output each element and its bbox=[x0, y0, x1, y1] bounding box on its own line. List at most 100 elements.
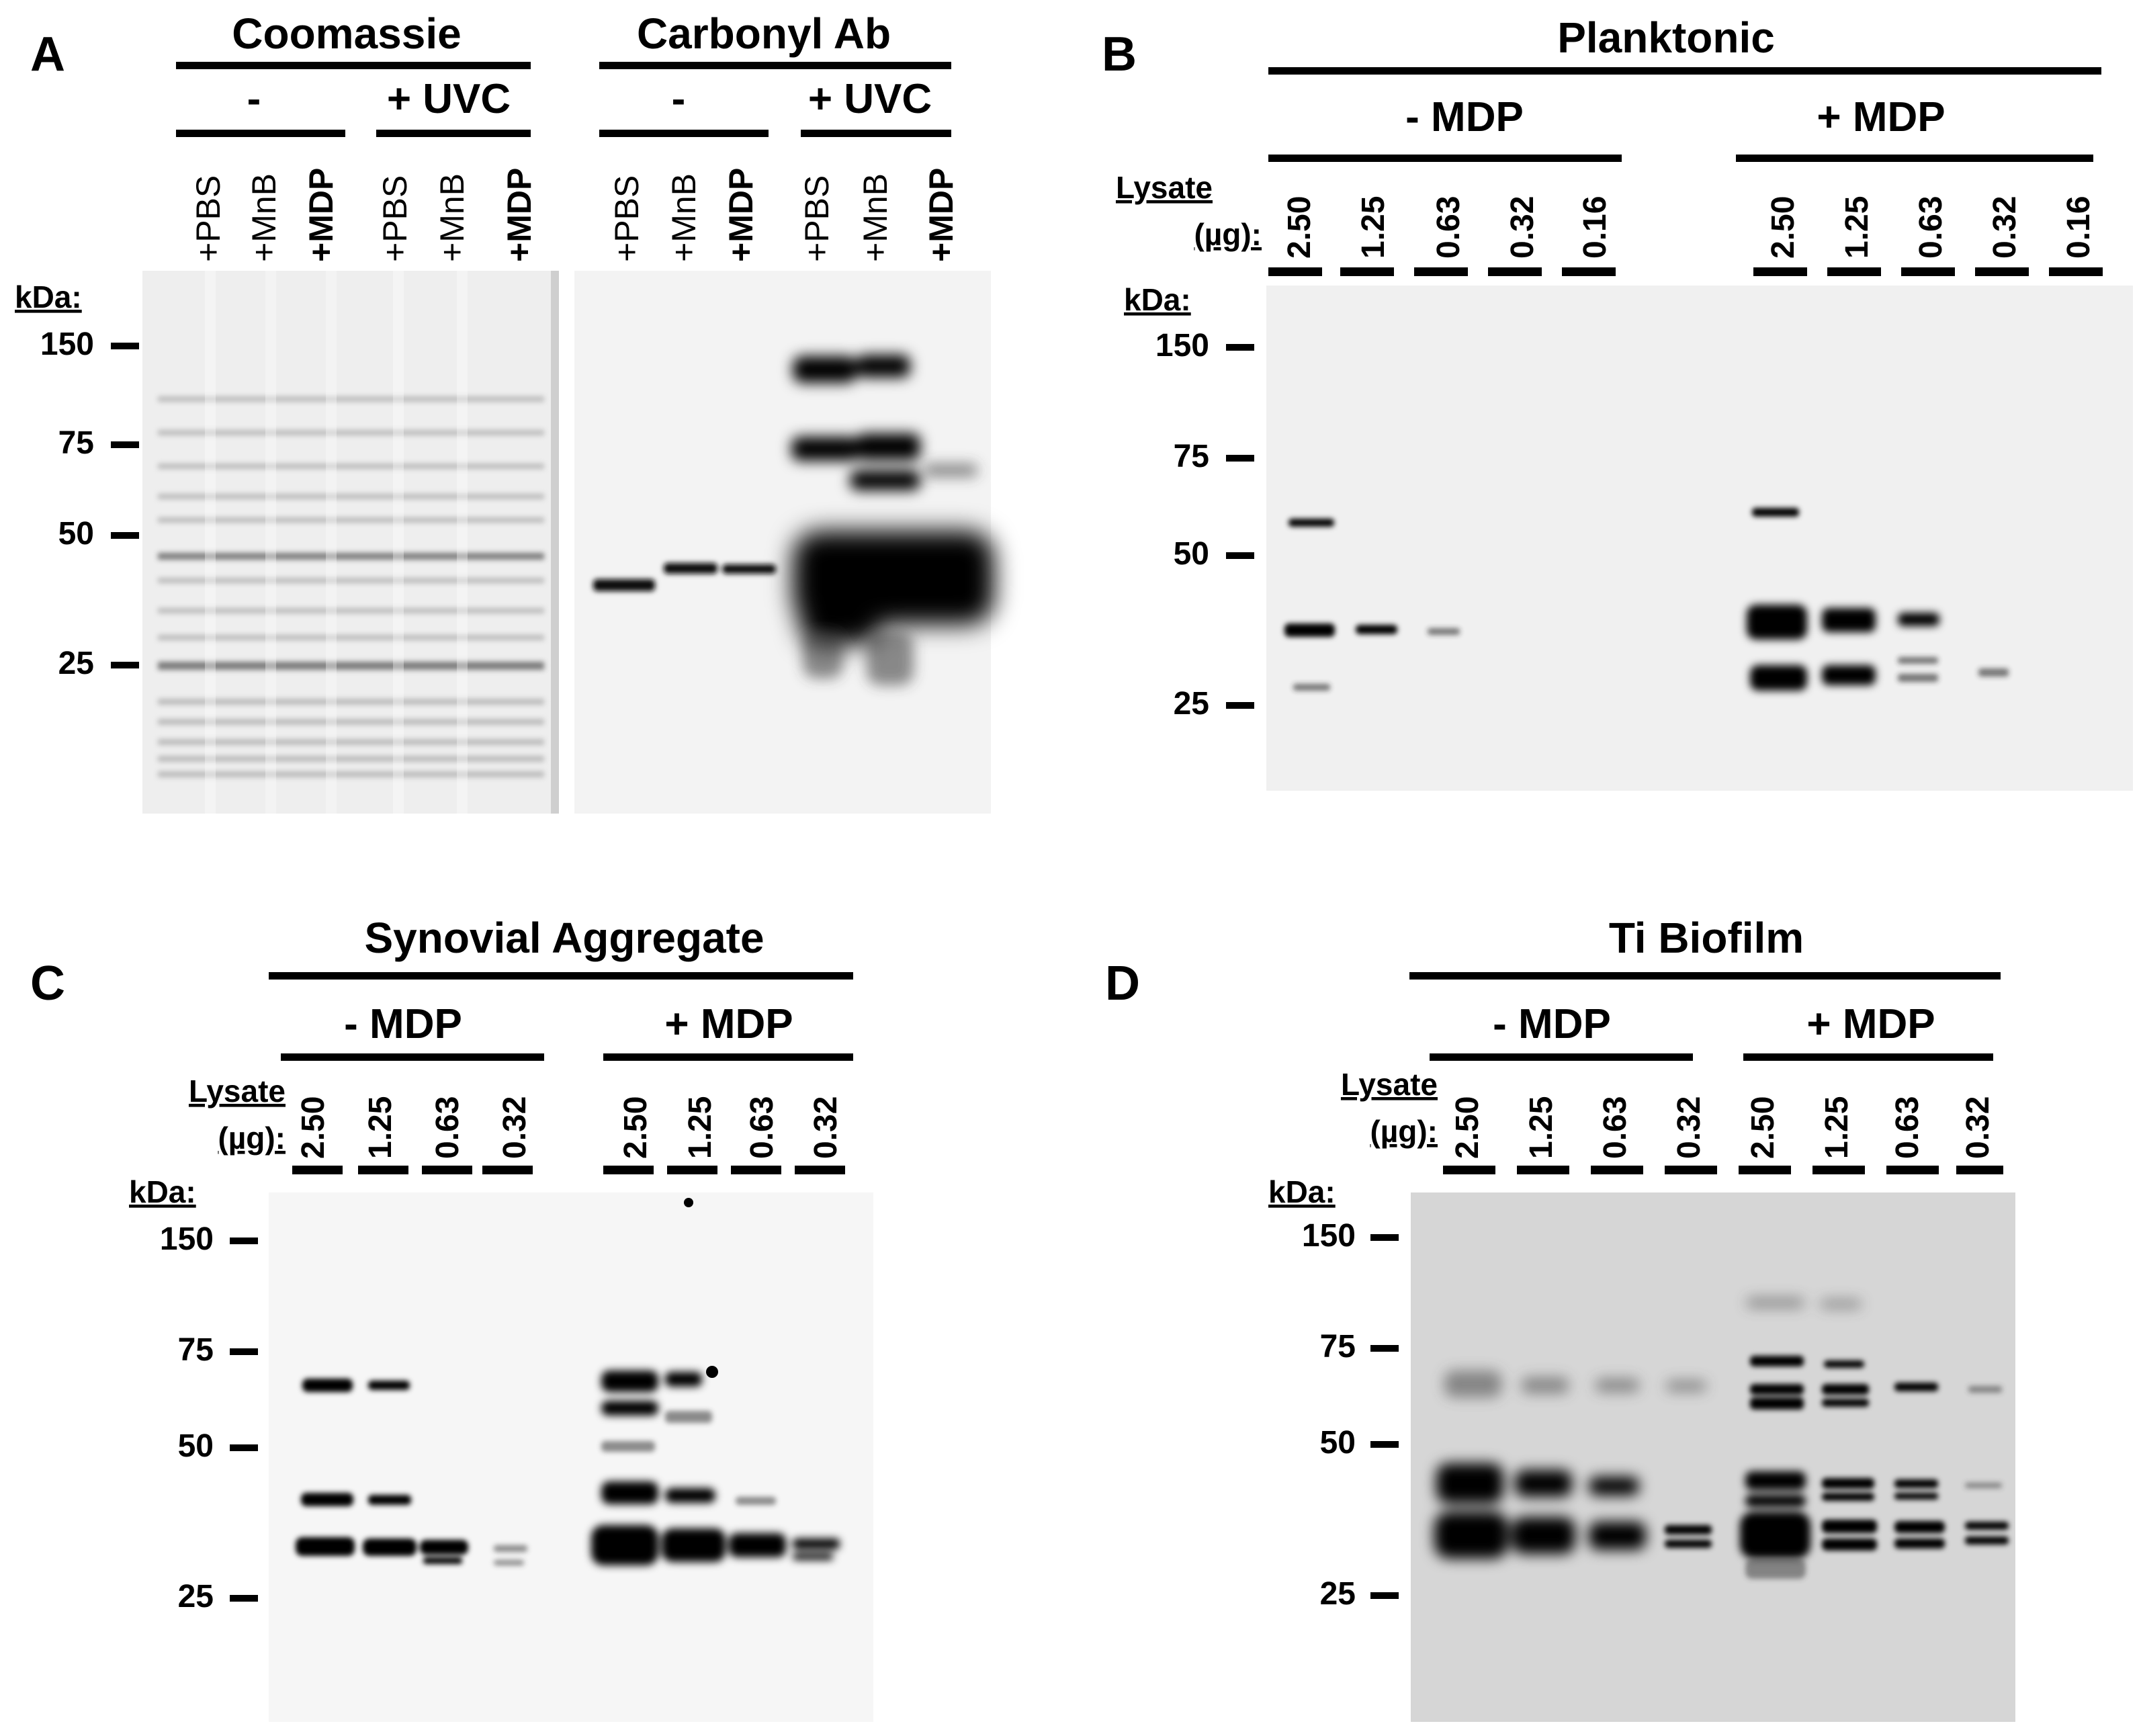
lane-label: 1.25 bbox=[1819, 1096, 1855, 1159]
lane-label: +MnB bbox=[433, 173, 471, 262]
mw-marker-label: 150 bbox=[160, 1221, 214, 1257]
mw-marker-label: 25 bbox=[178, 1579, 214, 1614]
blot-title: Coomassie bbox=[232, 9, 461, 58]
group-bar bbox=[176, 130, 345, 137]
blot-title: Carbonyl Ab bbox=[637, 9, 891, 58]
lane-label: +MnB bbox=[665, 173, 703, 262]
panel-a: A Coomassie - + UVC +PBS +MnB +MDP +PBS … bbox=[15, 9, 994, 814]
lane-label: 2.50 bbox=[1745, 1096, 1781, 1159]
mw-tick bbox=[1370, 1345, 1399, 1352]
mw-marker-label: 150 bbox=[1155, 328, 1209, 363]
mw-tick bbox=[1370, 1592, 1399, 1599]
lysate-label: Lysate bbox=[1116, 170, 1213, 205]
lane-label: 0.63 bbox=[744, 1096, 780, 1159]
mw-marker-label: 50 bbox=[1320, 1425, 1356, 1461]
lane-label: +MDP bbox=[922, 168, 960, 262]
mw-marker-label: 150 bbox=[40, 327, 94, 362]
mw-tick bbox=[1226, 702, 1254, 709]
mw-marker-label: 150 bbox=[1302, 1218, 1356, 1254]
lane-label: 0.16 bbox=[1577, 196, 1613, 259]
panel-label: C bbox=[30, 957, 65, 1010]
mw-tick bbox=[111, 343, 139, 349]
title-bar bbox=[176, 62, 531, 69]
group-label: - MDP bbox=[344, 1001, 462, 1047]
group-bar bbox=[376, 130, 531, 137]
group-bar bbox=[281, 1053, 544, 1061]
lane-label: 0.32 bbox=[1671, 1096, 1707, 1159]
lane-label: 0.32 bbox=[1960, 1096, 1996, 1159]
blot-title: Synovial Aggregate bbox=[364, 914, 764, 962]
panel-b: B Planktonic - MDP + MDP Lysate (µg): 2.… bbox=[1102, 13, 2133, 791]
mw-tick bbox=[1226, 455, 1254, 462]
lane-label: +PBS bbox=[798, 175, 836, 262]
lane-label: 0.63 bbox=[1431, 196, 1467, 259]
mw-marker-label: 50 bbox=[1174, 536, 1209, 572]
mw-marker-label: 75 bbox=[1174, 439, 1209, 474]
lane-label: 1.25 bbox=[1839, 196, 1875, 259]
panel-d: D Ti Biofilm - MDP + MDP Lysate (µg): 2.… bbox=[1105, 914, 2015, 1722]
mw-tick bbox=[230, 1348, 258, 1355]
lane-label: 2.50 bbox=[618, 1096, 654, 1159]
lane-label: 1.25 bbox=[683, 1096, 718, 1159]
mw-tick bbox=[230, 1238, 258, 1244]
mw-marker-label: 25 bbox=[1320, 1576, 1356, 1612]
ti-biofilm-blot-image bbox=[1411, 1192, 2015, 1722]
lysate-label: Lysate bbox=[1341, 1067, 1438, 1102]
lane-bars bbox=[1443, 1166, 2003, 1174]
lane-label: 0.32 bbox=[808, 1096, 844, 1159]
panel-label: A bbox=[30, 28, 65, 81]
group-label: - MDP bbox=[1405, 94, 1524, 140]
group-label: + UVC bbox=[808, 76, 932, 122]
group-label: - MDP bbox=[1493, 1001, 1611, 1047]
lane-label: 1.25 bbox=[1524, 1096, 1559, 1159]
lane-label: 2.50 bbox=[296, 1096, 331, 1159]
group-label: - bbox=[672, 76, 686, 122]
lane-label: 0.63 bbox=[1890, 1096, 1925, 1159]
title-bar bbox=[1268, 67, 2101, 75]
lane-bars bbox=[292, 1166, 845, 1174]
lane-label: +MDP bbox=[500, 168, 538, 262]
group-bar bbox=[599, 130, 769, 137]
group-label: + MDP bbox=[664, 1001, 793, 1047]
lane-bars bbox=[1268, 267, 2103, 276]
blot-title: Ti Biofilm bbox=[1609, 914, 1804, 962]
lane-label: 2.50 bbox=[1282, 196, 1317, 259]
lane-label: +MnB bbox=[857, 173, 894, 262]
lysate-label: Lysate bbox=[189, 1074, 286, 1109]
lane-label: +MDP bbox=[722, 168, 760, 262]
lane-label: 0.63 bbox=[430, 1096, 466, 1159]
kda-label: kDa: bbox=[129, 1174, 196, 1209]
panel-c: C Synovial Aggregate - MDP + MDP Lysate … bbox=[30, 914, 873, 1722]
kda-label: kDa: bbox=[15, 279, 82, 314]
title-bar bbox=[269, 972, 853, 980]
lane-label: 0.32 bbox=[1987, 196, 2023, 259]
blot-title: Planktonic bbox=[1557, 13, 1775, 62]
lane-label: 0.32 bbox=[1505, 196, 1540, 259]
mw-marker-label: 25 bbox=[58, 646, 94, 681]
lysate-units-label: (µg): bbox=[1194, 217, 1262, 252]
mw-tick bbox=[111, 662, 139, 668]
mw-tick bbox=[1226, 344, 1254, 351]
mw-tick bbox=[1370, 1234, 1399, 1241]
coomassie-gel-image bbox=[142, 271, 559, 814]
group-bar bbox=[603, 1053, 853, 1061]
lane-label: 2.50 bbox=[1765, 196, 1801, 259]
lane-label: +PBS bbox=[608, 175, 646, 262]
planktonic-blot-image bbox=[1266, 286, 2133, 791]
lane-label: +PBS bbox=[376, 175, 414, 262]
group-label: + MDP bbox=[1817, 94, 1945, 140]
group-bar bbox=[1268, 155, 1622, 162]
lysate-units-label: (µg): bbox=[1370, 1114, 1438, 1149]
lane-label: 2.50 bbox=[1450, 1096, 1485, 1159]
lane-label: 0.63 bbox=[1913, 196, 1949, 259]
mw-tick bbox=[230, 1595, 258, 1602]
mw-marker-label: 75 bbox=[178, 1332, 214, 1368]
mw-tick bbox=[111, 441, 139, 448]
group-bar bbox=[801, 130, 951, 137]
lane-label: +MDP bbox=[302, 168, 340, 262]
title-bar bbox=[1409, 972, 2001, 980]
mw-marker-label: 75 bbox=[58, 425, 94, 461]
group-bar bbox=[1743, 1053, 1993, 1061]
lane-label: 1.25 bbox=[1356, 196, 1391, 259]
